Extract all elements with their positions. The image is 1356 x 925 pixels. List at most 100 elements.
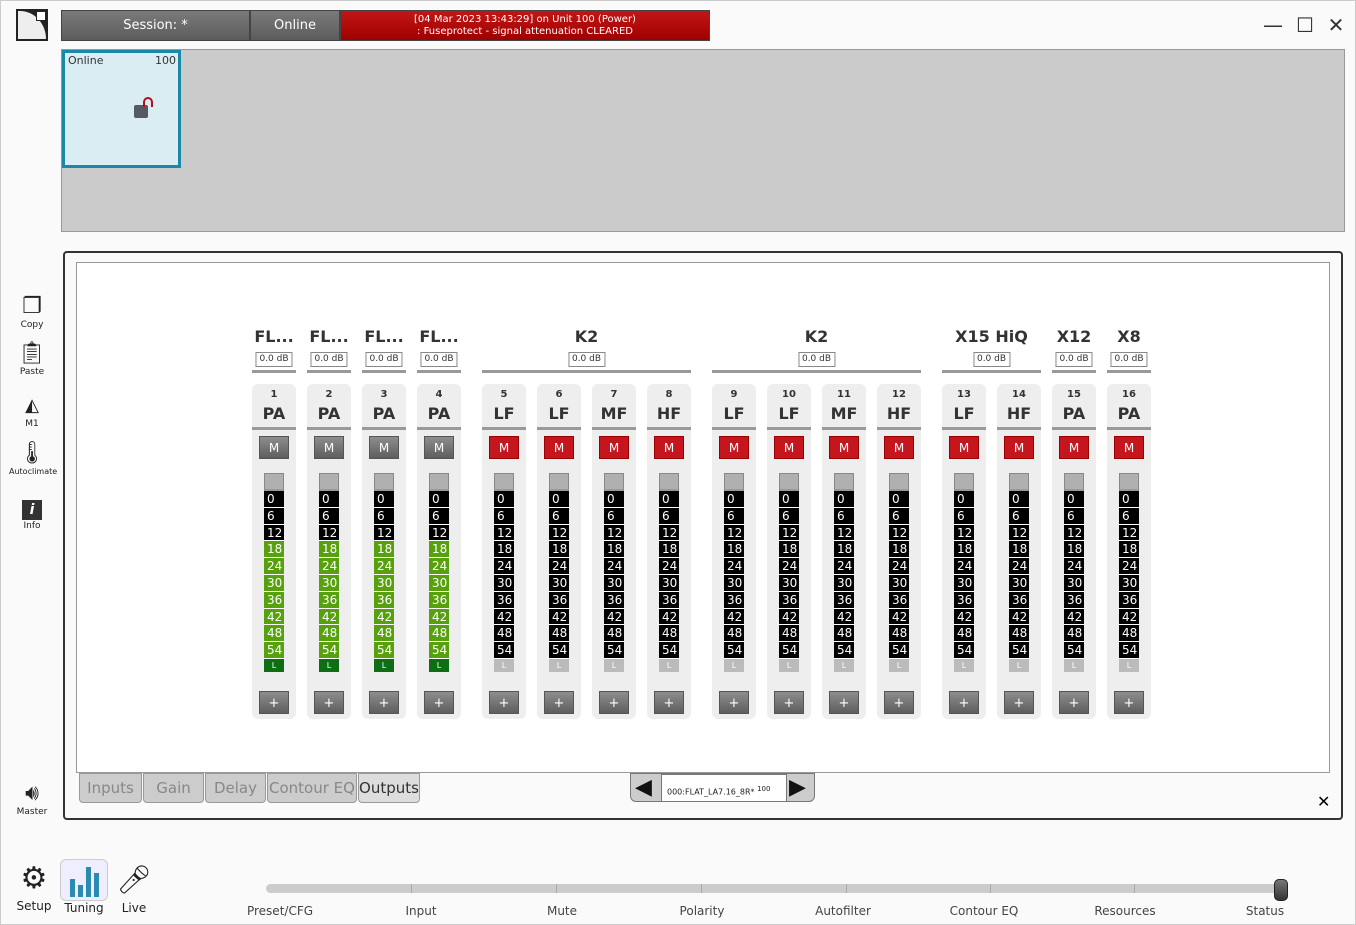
mute-button[interactable]: M: [949, 436, 979, 459]
group-gain[interactable]: 0.0 dB: [567, 352, 606, 367]
meter-cell: 18: [604, 541, 624, 559]
close-window-icon[interactable]: ✕: [1327, 13, 1345, 37]
expand-channel-button[interactable]: +: [884, 691, 914, 714]
sidebar-paste[interactable]: 📋︎ Paste: [9, 341, 55, 377]
channel-name[interactable]: LF: [953, 404, 975, 423]
expand-channel-button[interactable]: +: [1114, 691, 1144, 714]
expand-channel-button[interactable]: +: [489, 691, 519, 714]
channel-name[interactable]: HF: [886, 404, 912, 423]
mute-button[interactable]: M: [654, 436, 684, 459]
mute-button[interactable]: M: [774, 436, 804, 459]
group-gain[interactable]: 0.0 dB: [255, 352, 293, 367]
session-button[interactable]: Session: *: [61, 10, 250, 41]
mute-button[interactable]: M: [489, 436, 519, 459]
expand-channel-button[interactable]: +: [1059, 691, 1089, 714]
group-gain[interactable]: 0.0 dB: [365, 352, 403, 367]
status-tick: [846, 884, 847, 893]
tab-delay[interactable]: Delay: [205, 773, 266, 803]
group-gain[interactable]: 0.0 dB: [1110, 352, 1148, 367]
channel-name[interactable]: HF: [1006, 404, 1032, 423]
channel-name[interactable]: PA: [317, 404, 341, 423]
previous-preset-icon[interactable]: ◀: [635, 775, 652, 800]
mute-button[interactable]: M: [1004, 436, 1034, 459]
group-gain[interactable]: 0.0 dB: [310, 352, 348, 367]
expand-channel-button[interactable]: +: [719, 691, 749, 714]
sidebar-m1[interactable]: ◭ M1: [9, 393, 55, 429]
status-progress-knob[interactable]: [1274, 879, 1288, 901]
sidebar-info[interactable]: i Info: [9, 495, 55, 531]
mute-button[interactable]: M: [1059, 436, 1089, 459]
expand-channel-button[interactable]: +: [599, 691, 629, 714]
group-name[interactable]: X8: [1117, 327, 1141, 346]
tab-gain[interactable]: Gain: [143, 773, 204, 803]
unit-workspace[interactable]: [61, 49, 1345, 232]
meter-cell: 6: [834, 507, 854, 525]
mute-button[interactable]: M: [1114, 436, 1144, 459]
expand-channel-button[interactable]: +: [544, 691, 574, 714]
unit-tile[interactable]: Online 100: [62, 50, 181, 168]
mute-button[interactable]: M: [259, 436, 289, 459]
expand-channel-button[interactable]: +: [369, 691, 399, 714]
group-name[interactable]: X12: [1056, 327, 1092, 346]
meter-cell: 36: [494, 591, 514, 609]
channel-name[interactable]: HF: [656, 404, 682, 423]
mute-button[interactable]: M: [884, 436, 914, 459]
preset-name-field[interactable]: 000:FLAT_LA7.16_8R* 100: [661, 774, 787, 802]
group-gain[interactable]: 0.0 dB: [420, 352, 458, 367]
mute-button[interactable]: M: [424, 436, 454, 459]
minimize-icon[interactable]: —: [1263, 13, 1283, 37]
expand-channel-button[interactable]: +: [424, 691, 454, 714]
nav-live[interactable]: 🎤︎ Live: [110, 859, 158, 915]
tab-inputs[interactable]: Inputs: [79, 773, 142, 803]
channel-name[interactable]: MF: [830, 404, 858, 423]
group-name[interactable]: FL...: [309, 327, 349, 346]
channel-name[interactable]: LF: [493, 404, 515, 423]
expand-channel-button[interactable]: +: [1004, 691, 1034, 714]
tab-outputs[interactable]: Outputs: [358, 773, 420, 803]
expand-channel-button[interactable]: +: [774, 691, 804, 714]
unlocked-padlock-icon[interactable]: [134, 97, 153, 118]
channel-name[interactable]: PA: [427, 404, 451, 423]
group-name[interactable]: K2: [804, 327, 829, 346]
tab-contour-eq[interactable]: Contour EQ: [267, 773, 357, 803]
channel-name[interactable]: PA: [1117, 404, 1141, 423]
mute-button[interactable]: M: [314, 436, 344, 459]
maximize-icon[interactable]: ☐: [1296, 13, 1314, 37]
alert-banner[interactable]: [04 Mar 2023 13:43:29] on Unit 100 (Powe…: [340, 10, 710, 41]
meter-cell: 48: [374, 625, 394, 643]
mute-button[interactable]: M: [599, 436, 629, 459]
mute-button[interactable]: M: [369, 436, 399, 459]
online-status-button[interactable]: Online: [250, 10, 340, 41]
group-gain[interactable]: 0.0 dB: [797, 352, 836, 367]
close-panel-icon[interactable]: ✕: [1317, 792, 1331, 811]
channel-name[interactable]: PA: [1062, 404, 1086, 423]
group-name[interactable]: K2: [574, 327, 599, 346]
group-name[interactable]: FL...: [254, 327, 294, 346]
next-preset-icon[interactable]: ▶: [789, 775, 806, 800]
group-name[interactable]: X15 HiQ: [955, 327, 1028, 346]
channel-name[interactable]: LF: [723, 404, 745, 423]
group-name[interactable]: FL...: [364, 327, 404, 346]
mute-button[interactable]: M: [544, 436, 574, 459]
meter-cell: 42: [834, 608, 854, 626]
expand-channel-button[interactable]: +: [259, 691, 289, 714]
group-gain[interactable]: 0.0 dB: [972, 352, 1011, 367]
mute-button[interactable]: M: [829, 436, 859, 459]
channel-name[interactable]: PA: [372, 404, 396, 423]
nav-tuning[interactable]: Tuning: [60, 859, 108, 915]
expand-channel-button[interactable]: +: [949, 691, 979, 714]
mute-button[interactable]: M: [719, 436, 749, 459]
nav-setup[interactable]: ⚙ Setup: [10, 859, 58, 913]
channel-name[interactable]: PA: [262, 404, 286, 423]
sidebar-copy[interactable]: ❐ Copy: [9, 294, 55, 330]
expand-channel-button[interactable]: +: [314, 691, 344, 714]
channel-name[interactable]: MF: [600, 404, 628, 423]
expand-channel-button[interactable]: +: [829, 691, 859, 714]
master-button[interactable]: 🔊︎ Master: [9, 781, 55, 817]
group-gain[interactable]: 0.0 dB: [1055, 352, 1093, 367]
channel-name[interactable]: LF: [778, 404, 800, 423]
expand-channel-button[interactable]: +: [654, 691, 684, 714]
channel-name[interactable]: LF: [548, 404, 570, 423]
sidebar-autoclimate[interactable]: 🌡︎ Autoclimate: [9, 441, 57, 476]
group-name[interactable]: FL...: [419, 327, 459, 346]
